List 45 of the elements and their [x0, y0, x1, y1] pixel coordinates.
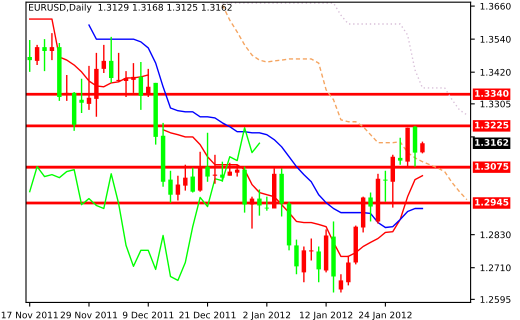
candlestick: [398, 137, 402, 166]
line-series: [88, 24, 424, 228]
y-tick-label: 1.2595: [480, 296, 510, 303]
candlestick: [220, 160, 225, 182]
candlestick: [257, 188, 262, 216]
candlestick: [190, 167, 195, 194]
candlestick: [34, 44, 40, 66]
text: 1.3162: [475, 139, 508, 146]
candlestick: [102, 44, 106, 74]
ref-line-label: 1.3225: [475, 122, 508, 129]
candlestick: [108, 36, 114, 84]
candlestick: [205, 132, 210, 182]
candlestick: [294, 238, 299, 276]
candlestick: [264, 196, 270, 212]
candlestick: [27, 39, 32, 73]
candlestick: [42, 38, 47, 72]
y-tick-label: 1.2830: [480, 231, 511, 238]
candlestick: [383, 170, 388, 202]
x-tick-label: 17 Nov 2011: [2, 312, 58, 318]
candlestick: [138, 61, 144, 111]
y-tick-label: 1.3305: [480, 100, 510, 108]
x-tick-label: 12 Jan 2012: [300, 312, 352, 320]
candlestick: [368, 192, 373, 222]
ref-line-label: 1.2945: [475, 198, 508, 206]
candlestick: [116, 52, 121, 83]
y-tick-label: 1.3420: [480, 68, 511, 76]
x-tick-label: 29 Nov 2011: [60, 312, 118, 318]
candlestick: [309, 238, 314, 262]
candlestick: [420, 140, 425, 154]
x-tick-label: 24 Jan 2012: [358, 312, 412, 320]
candlestick: [79, 78, 84, 114]
y-tick-label: 1.3660: [480, 2, 511, 10]
candlestick: [338, 274, 344, 294]
x-tick-label: 9 Dec 2011: [122, 312, 174, 318]
ref-line-label: 1.3075: [475, 162, 508, 170]
y-tick-label: 1.2710: [480, 264, 511, 272]
chart-title: EURUSD,Daily 1.3129 1.3168 1.3125 1.3162: [29, 4, 232, 12]
x-tick-label: 21 Dec 2011: [179, 312, 236, 318]
ref-line-label: 1.3340: [475, 90, 509, 97]
candlestick: [302, 246, 306, 283]
x-tick-label: 2 Jan 2012: [243, 312, 290, 320]
y-tick-label: 1.3540: [480, 36, 511, 43]
candlestick: [50, 32, 54, 61]
candlestick: [316, 246, 321, 283]
line-series: [29, 127, 260, 282]
